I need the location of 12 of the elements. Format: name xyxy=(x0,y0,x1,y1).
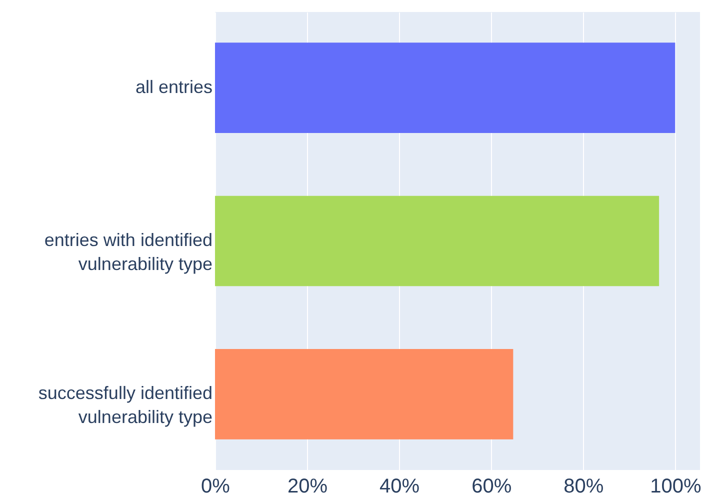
x-tick-label: 80% xyxy=(564,476,604,498)
y-tick-label: successfully identified vulnerability type xyxy=(38,383,212,428)
y-tick-label: all entries xyxy=(135,76,212,97)
bar xyxy=(215,348,514,440)
x-tick-label: 0% xyxy=(201,476,230,498)
x-tick-label: 100% xyxy=(650,476,702,498)
x-tick-label: 20% xyxy=(288,476,328,498)
x-tick-label: 60% xyxy=(472,476,512,498)
y-tick-label: entries with identified vulnerability type xyxy=(44,230,212,274)
x-tick-label: 40% xyxy=(380,476,420,498)
bar xyxy=(215,42,676,134)
bar xyxy=(215,196,660,286)
